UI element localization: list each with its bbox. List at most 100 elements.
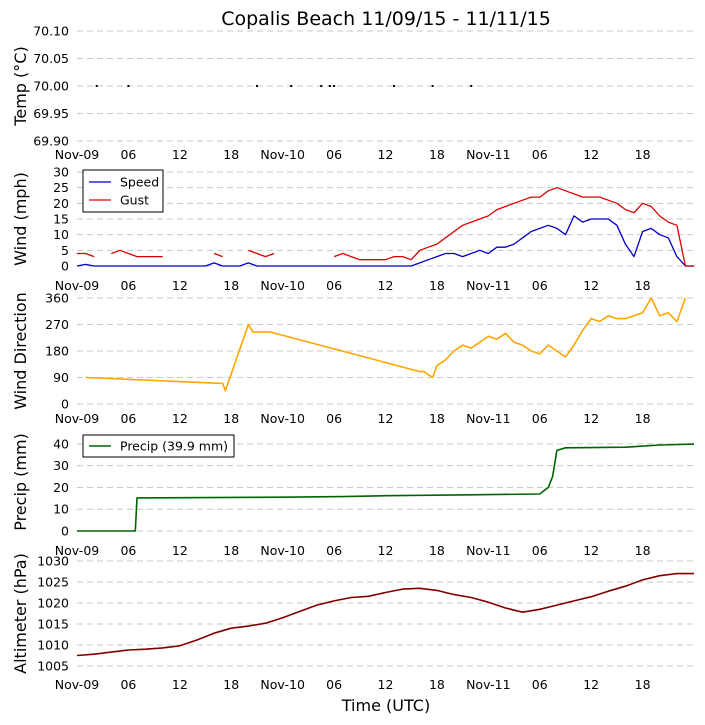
x-tick-label: Nov-10: [260, 543, 305, 558]
y-tick-label: 70.05: [33, 51, 69, 66]
y-axis-label: Temp (°C): [11, 46, 30, 126]
x-tick-label: 06: [532, 543, 548, 558]
x-tick-label: 12: [583, 677, 599, 692]
legend-box: [82, 434, 235, 458]
x-tick-label: 06: [120, 278, 136, 293]
x-tick-label: 12: [172, 411, 188, 426]
x-tick-label: 06: [326, 147, 342, 162]
x-tick-label: 18: [223, 543, 239, 558]
x-tick-label: 18: [635, 677, 651, 692]
x-tick-label: 12: [378, 278, 394, 293]
y-tick-label: 40: [53, 436, 69, 451]
x-tick-label: 12: [583, 278, 599, 293]
data-point: [320, 85, 323, 87]
x-tick-label: 18: [223, 411, 239, 426]
x-tick-label: 18: [223, 278, 239, 293]
x-tick-label: 06: [326, 411, 342, 426]
y-tick-label: 0: [61, 524, 69, 539]
x-tick-label: 18: [635, 543, 651, 558]
x-tick-label: 12: [378, 677, 394, 692]
x-tick-label: 18: [223, 677, 239, 692]
y-tick-label: 20: [53, 480, 69, 495]
legend-label-precip: Precip (39.9 mm): [120, 439, 228, 454]
x-tick-label: Nov-10: [260, 411, 305, 426]
y-tick-label: 1030: [37, 554, 69, 569]
x-axis-label: Time (UTC): [341, 696, 430, 715]
y-tick-label: 1020: [37, 596, 69, 611]
x-tick-label: 12: [583, 147, 599, 162]
y-axis-label: Wind (mph): [11, 172, 30, 266]
x-tick-label: 12: [583, 411, 599, 426]
data-point: [127, 85, 130, 87]
data-point: [470, 85, 473, 87]
legend: Precip (39.9 mm): [82, 434, 235, 458]
y-tick-label: 30: [53, 458, 69, 473]
x-tick-label: 12: [172, 677, 188, 692]
x-tick-label: 18: [429, 411, 445, 426]
x-tick-label: 12: [378, 147, 394, 162]
series-line-precip: [77, 443, 695, 532]
y-tick-label: 360: [45, 291, 69, 306]
y-tick-label: 25: [53, 180, 69, 195]
x-tick-label: 06: [120, 677, 136, 692]
y-tick-label: 69.95: [33, 106, 69, 121]
x-tick-label: Nov-09: [55, 677, 100, 692]
y-tick-label: 1010: [37, 638, 69, 653]
x-tick-label: 06: [532, 411, 548, 426]
x-tick-label: 18: [429, 677, 445, 692]
x-tick-label: 06: [120, 543, 136, 558]
x-tick-label: 18: [429, 147, 445, 162]
y-tick-label: 0: [61, 397, 69, 412]
x-tick-label: Nov-10: [260, 677, 305, 692]
x-tick-label: 18: [635, 147, 651, 162]
x-tick-label: Nov-11: [466, 147, 510, 162]
y-tick-label: 0: [61, 259, 69, 274]
x-tick-label: 12: [172, 278, 188, 293]
y-axis-label: Precip (mm): [11, 433, 30, 531]
x-tick-label: Nov-11: [466, 543, 510, 558]
y-tick-label: 270: [45, 317, 69, 332]
x-tick-label: 06: [326, 278, 342, 293]
y-tick-label: 90: [53, 370, 69, 385]
y-tick-label: 180: [45, 344, 69, 359]
data-point: [95, 85, 98, 87]
data-point: [255, 85, 258, 87]
y-tick-label: 5: [61, 243, 69, 258]
x-tick-label: Nov-11: [466, 677, 510, 692]
y-tick-label: 70.10: [33, 24, 69, 39]
x-tick-label: Nov-11: [466, 411, 510, 426]
series-line-gust: [77, 187, 694, 267]
y-tick-label: 30: [53, 165, 69, 180]
x-tick-label: 12: [378, 543, 394, 558]
y-tick-label: 1025: [37, 575, 69, 590]
panel-altimeter: 1030 1025 1020 1015 1010 1005 Nov-09 06 12 18 Nov-…: [11, 553, 694, 692]
series-line-altimeter: [76, 572, 694, 657]
x-tick-label: 18: [429, 278, 445, 293]
y-tick-label: 10: [53, 227, 69, 242]
legend-label-gust: Gust: [120, 193, 149, 208]
x-tick-label: 18: [635, 411, 651, 426]
x-tick-label: Nov-11: [466, 278, 510, 293]
data-point: [431, 85, 434, 87]
panel-precip: 40 30 20 10 0 Nov-09 06 12 18 Nov-10 06 12 18 Nov-11 0…: [11, 433, 695, 558]
x-tick-label: Nov-09: [55, 147, 100, 162]
data-point: [333, 85, 336, 87]
legend: Speed Gust: [82, 169, 164, 213]
x-tick-label: 18: [223, 147, 239, 162]
data-point: [290, 85, 293, 87]
x-tick-label: Nov-09: [55, 543, 100, 558]
x-tick-label: Nov-10: [260, 278, 305, 293]
legend-label-speed: Speed: [120, 175, 159, 190]
data-point: [393, 85, 396, 87]
x-tick-label: 18: [635, 278, 651, 293]
chart-title: Copalis Beach 11/09/15 - 11/11/15: [221, 8, 551, 30]
x-tick-label: 12: [172, 543, 188, 558]
y-axis-label: Altimeter (hPa): [11, 553, 30, 674]
y-tick-label: 1005: [37, 659, 69, 674]
legend-box: [82, 169, 164, 213]
x-tick-label: 06: [532, 147, 548, 162]
x-tick-label: 06: [326, 677, 342, 692]
